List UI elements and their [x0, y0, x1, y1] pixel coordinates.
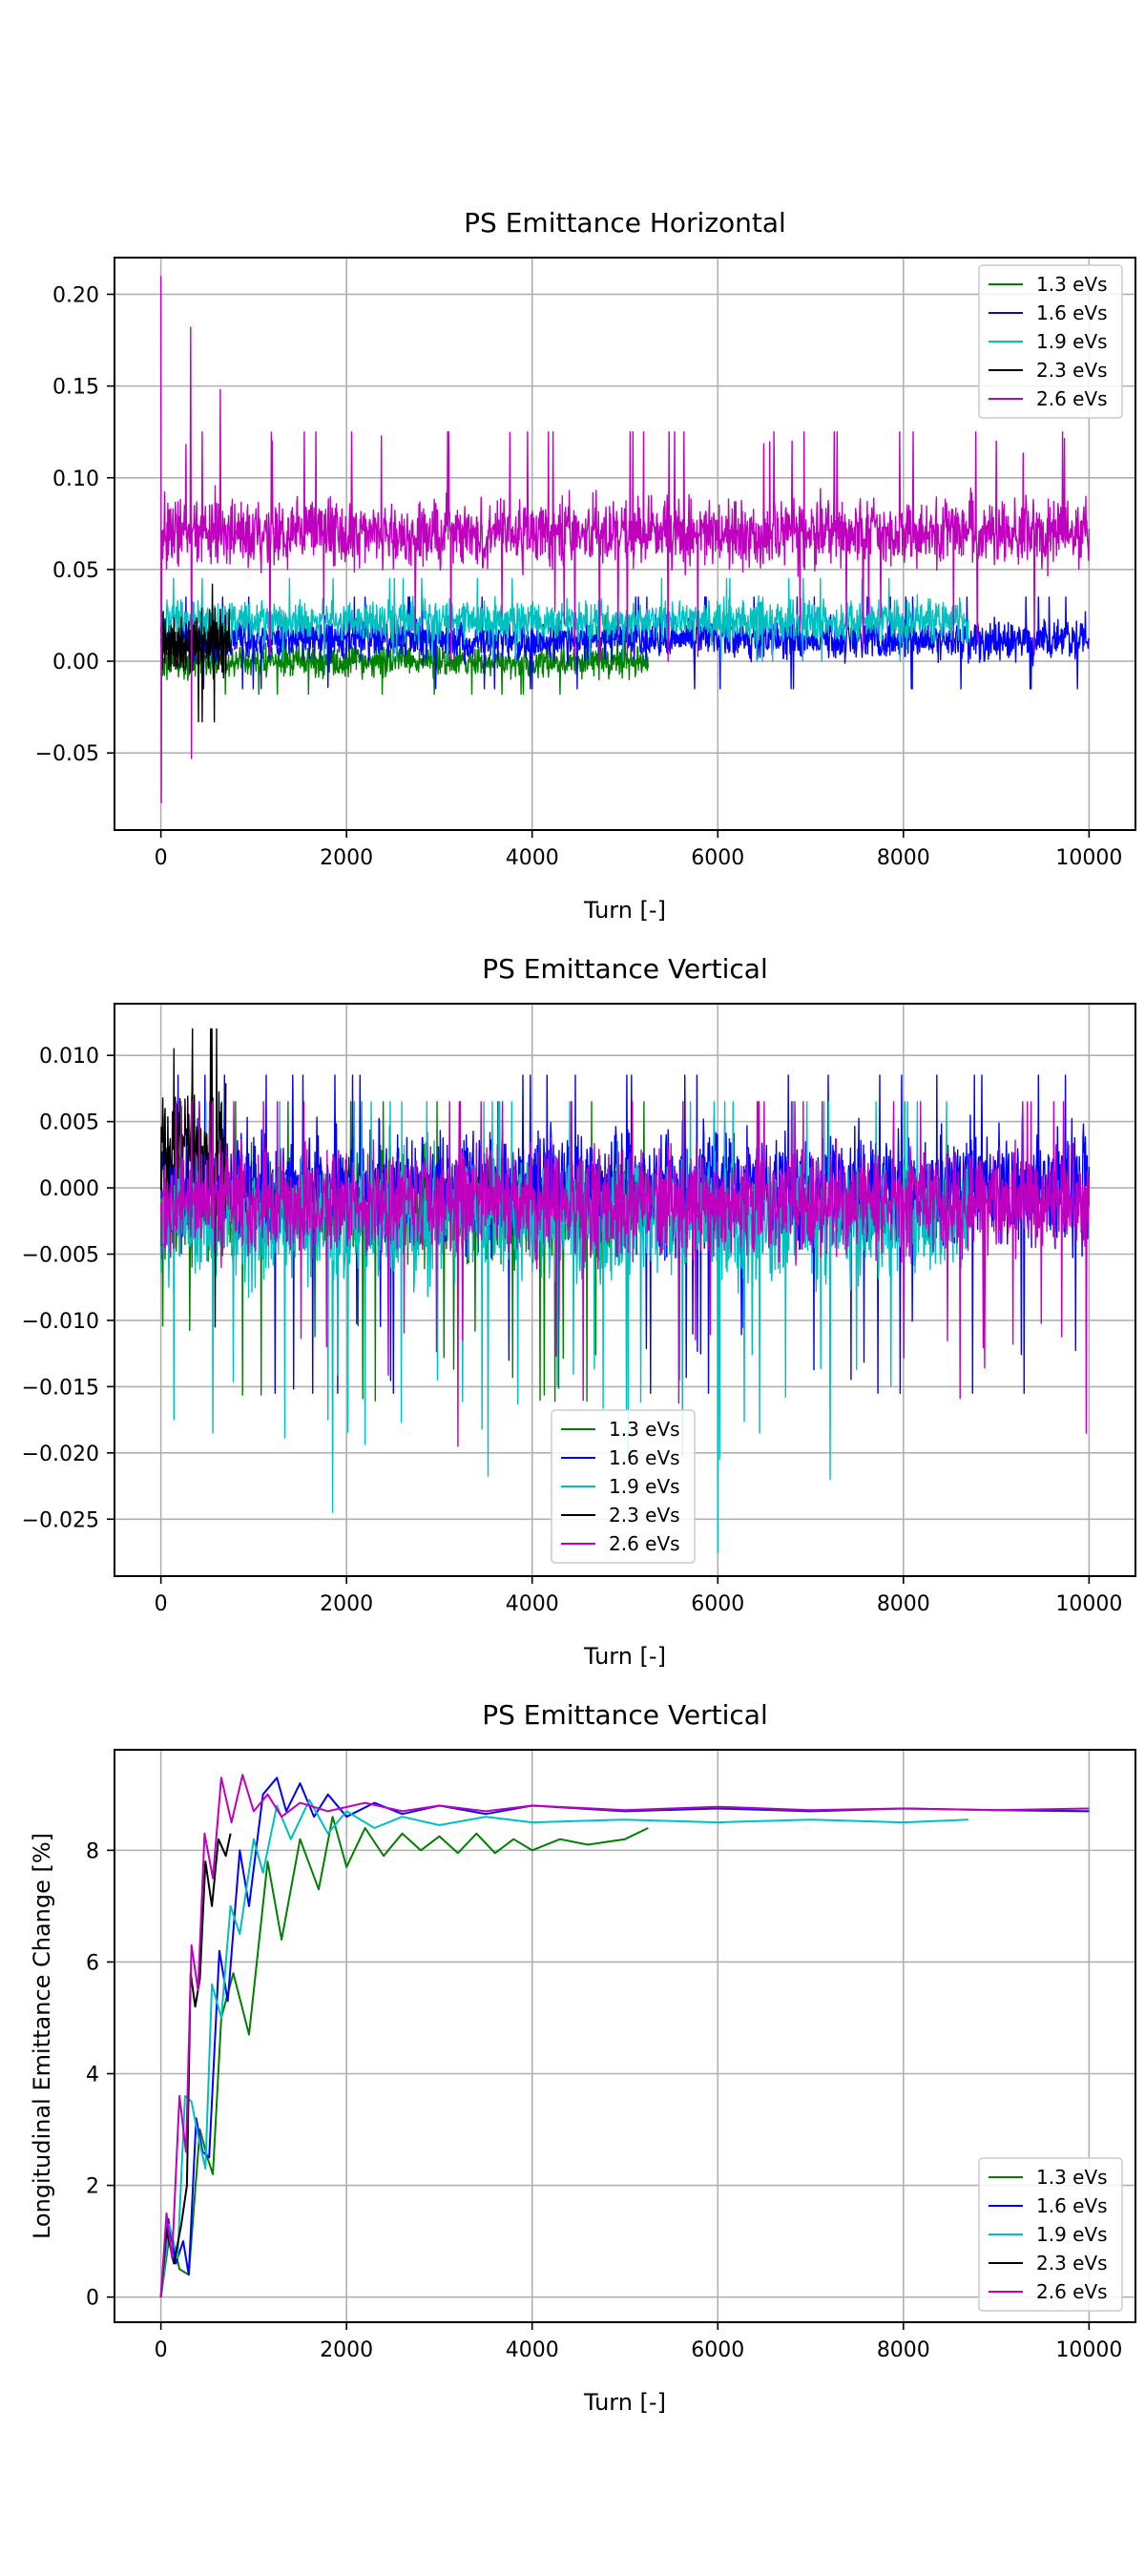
y-axis-label: Longitudinal Emittance Change [%]: [29, 1833, 55, 2239]
legend-label: 1.9 eVs: [609, 1475, 680, 1498]
chart-title: PS Emittance Vertical: [482, 953, 768, 985]
x-tick-label: 2000: [320, 2338, 373, 2362]
x-tick-label: 4000: [506, 2338, 559, 2362]
legend-box: [978, 2157, 1123, 2312]
series-line-4: [159, 1833, 232, 2297]
legend-label: 2.6 eVs: [1036, 387, 1108, 410]
x-tick-label: 10000: [1055, 2338, 1122, 2362]
y-tick-label: 0.05: [52, 559, 99, 583]
x-tick-label: 6000: [691, 2338, 744, 2362]
y-tick-label: 8: [86, 1839, 99, 1863]
legend-box: [551, 1409, 696, 1564]
chart-title: PS Emittance Horizontal: [464, 207, 786, 239]
axes-frame: [114, 1749, 1136, 2323]
legend-label: 1.9 eVs: [1036, 330, 1108, 353]
axes-frame: [114, 257, 1136, 831]
y-tick-label: 0.00: [52, 651, 99, 675]
y-tick-label: −0.025: [22, 1508, 99, 1532]
legend-box: [978, 264, 1123, 419]
x-tick-label: 4000: [506, 1592, 559, 1616]
legend-label: 2.3 eVs: [1036, 359, 1108, 382]
x-axis-label: Turn [-]: [583, 1643, 666, 1670]
series-group: [159, 1028, 1091, 1553]
legend-label: 1.6 eVs: [609, 1446, 680, 1469]
series-line-5: [159, 1101, 1091, 1447]
legend-label: 2.3 eVs: [1036, 2252, 1108, 2275]
x-tick-label: 6000: [691, 846, 744, 870]
y-tick-label: −0.015: [22, 1376, 99, 1400]
x-tick-label: 2000: [320, 1592, 373, 1616]
series-line-5: [159, 1774, 1090, 2297]
axes-frame: [114, 1003, 1136, 1577]
x-tick-label: 0: [155, 846, 168, 870]
series-line-4: [159, 583, 232, 723]
legend-label: 1.3 eVs: [609, 1418, 680, 1441]
y-tick-label: 0.005: [39, 1111, 99, 1135]
x-tick-label: 0: [155, 1592, 168, 1616]
series-line-2: [159, 1776, 1090, 2297]
chart-panel-3: 0 2000 4000 6000 8000 10000 0 2 4 6 8 PS Emittance …: [29, 1699, 1136, 2416]
y-tick-label: 0.010: [39, 1045, 99, 1069]
y-tick-label: 2: [86, 2175, 99, 2199]
legend-label: 2.6 eVs: [1036, 2280, 1108, 2303]
x-tick-label: 8000: [877, 1592, 930, 1616]
x-tick-label: 8000: [877, 846, 930, 870]
chart-title: PS Emittance Vertical: [482, 1699, 768, 1731]
legend-label: 1.6 eVs: [1036, 301, 1108, 324]
x-axis-label: Turn [-]: [583, 897, 666, 924]
y-tick-label: −0.010: [22, 1310, 99, 1334]
chart-panel-1: 0 2000 4000 6000 8000 10000 −0.05 0.00 0.05 0.10 0…: [35, 207, 1136, 924]
x-axis-label: Turn [-]: [583, 2389, 666, 2416]
y-tick-label: 0.10: [52, 467, 99, 491]
y-tick-label: 0.20: [52, 283, 99, 307]
legend: 1.3 eVs 1.6 eVs 1.9 eVs 2.3 eVs 2.6 eVs: [551, 1409, 696, 1564]
x-tick-label: 6000: [691, 1592, 744, 1616]
series-line-4: [159, 1028, 227, 1328]
series-group: [159, 1774, 1090, 2297]
legend: 1.3 eVs 1.6 eVs 1.9 eVs 2.3 eVs 2.6 eVs: [978, 2157, 1123, 2312]
y-tick-label: −0.05: [35, 742, 99, 766]
y-tick-label: −0.005: [22, 1244, 99, 1268]
x-tick-label: 10000: [1055, 846, 1122, 870]
y-tick-label: 4: [86, 2064, 99, 2088]
series-group: [159, 276, 1091, 803]
legend-label: 1.3 eVs: [1036, 2166, 1108, 2189]
x-tick-label: 4000: [506, 846, 559, 870]
series-line-5: [159, 276, 1091, 803]
x-tick-label: 8000: [877, 2338, 930, 2362]
y-tick-label: 0.15: [52, 376, 99, 400]
legend-label: 1.9 eVs: [1036, 2223, 1108, 2246]
y-tick-label: 6: [86, 1951, 99, 1975]
x-tick-label: 2000: [320, 846, 373, 870]
legend-label: 1.3 eVs: [1036, 273, 1108, 296]
legend-label: 1.6 eVs: [1036, 2194, 1108, 2217]
y-tick-label: 0.000: [39, 1177, 99, 1201]
series-line-3: [159, 1798, 968, 2297]
y-tick-label: −0.020: [22, 1443, 99, 1466]
legend-label: 2.3 eVs: [609, 1504, 680, 1527]
legend: 1.3 eVs 1.6 eVs 1.9 eVs 2.3 eVs 2.6 eVs: [978, 264, 1123, 419]
x-tick-label: 0: [155, 2338, 168, 2362]
series-line-1: [159, 1816, 649, 2297]
y-tick-label: 0: [86, 2287, 99, 2311]
chart-panel-2: 0 2000 4000 6000 8000 10000 −0.025 −0.020 −0.015…: [22, 953, 1136, 1670]
legend-label: 2.6 eVs: [609, 1532, 680, 1555]
x-tick-label: 10000: [1055, 1592, 1122, 1616]
